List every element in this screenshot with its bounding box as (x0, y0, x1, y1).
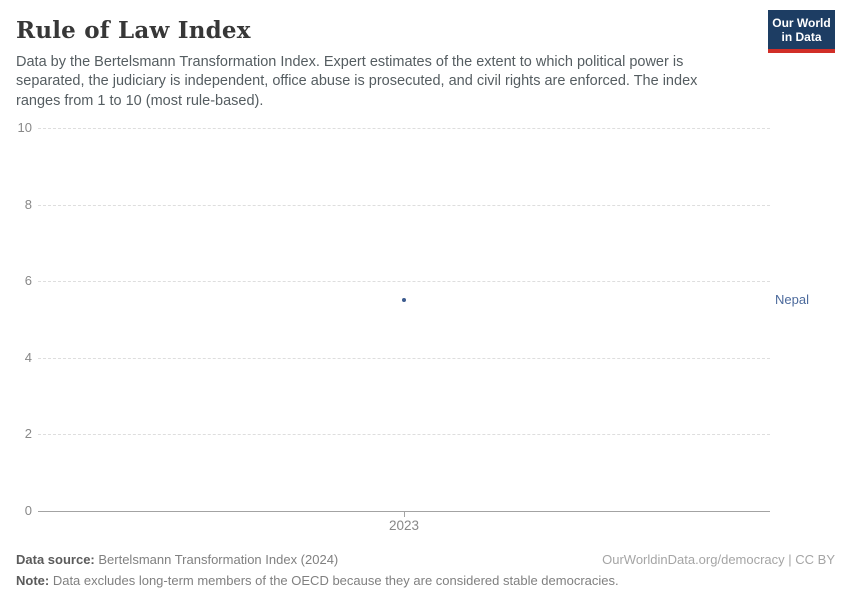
data-source-label: Data source: (16, 552, 95, 567)
gridline-6 (38, 281, 770, 283)
page-title: Rule of Law Index (16, 17, 251, 44)
gridline-8 (38, 204, 770, 206)
y-tick-label-2: 2 (24, 426, 32, 442)
chart-subtitle: Data by the Bertelsmann Transformation I… (16, 54, 698, 109)
x-axis-tick (404, 511, 405, 517)
chart-header: Rule of Law Index Data by the Bertelsman… (0, 0, 850, 111)
note-line: Note: Data excludes long-term members of… (16, 573, 835, 588)
gridline-4 (38, 357, 770, 359)
data-point-nepal[interactable] (402, 298, 406, 303)
y-tick-label-8: 8 (24, 196, 32, 212)
owid-logo[interactable]: Our World in Data (768, 10, 835, 54)
note-value: Data excludes long-term members of the O… (49, 573, 619, 588)
gridline-2 (38, 434, 770, 436)
owid-logo-text-line2: in Data (781, 30, 822, 45)
y-tick-label-6: 6 (24, 273, 32, 289)
note-label: Note: (16, 573, 50, 588)
attribution: OurWorldinData.org/democracy | CC BY (602, 552, 835, 567)
y-tick-label-0: 0 (24, 503, 32, 518)
data-source-value: Bertelsmann Transformation Index (2024) (94, 552, 339, 567)
x-tick-label: 2023 (388, 518, 420, 533)
owid-logo-text-line1: Our World (772, 16, 831, 30)
data-source-line: Data source: Bertelsmann Transformation … (16, 552, 338, 567)
footer-source-row: Data source: Bertelsmann Transformation … (16, 552, 835, 567)
y-tick-label-10: 10 (17, 120, 32, 135)
gridline-10 (38, 128, 770, 129)
y-tick-label-4: 4 (24, 349, 32, 365)
entity-label-nepal[interactable]: Nepal (775, 292, 809, 308)
chart-footer: Data source: Bertelsmann Transformation … (16, 552, 835, 588)
